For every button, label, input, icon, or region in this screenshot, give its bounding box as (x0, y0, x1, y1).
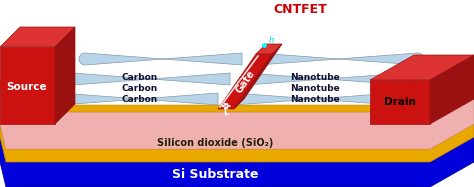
Polygon shape (0, 124, 474, 162)
Polygon shape (234, 44, 282, 109)
Polygon shape (370, 80, 430, 124)
Polygon shape (370, 55, 474, 80)
Polygon shape (430, 55, 474, 124)
Text: Si Substrate: Si Substrate (172, 168, 258, 180)
Text: Drain: Drain (384, 97, 416, 107)
Polygon shape (246, 73, 412, 85)
Text: Carbon: Carbon (122, 94, 158, 103)
Text: Source: Source (7, 82, 47, 92)
Polygon shape (0, 47, 55, 124)
Polygon shape (0, 27, 75, 47)
Polygon shape (55, 27, 75, 124)
Text: Nanotube: Nanotube (290, 94, 340, 103)
Text: Gate: Gate (234, 69, 256, 95)
Text: Nanotube: Nanotube (290, 73, 340, 82)
Text: Carbon: Carbon (122, 73, 158, 82)
Polygon shape (258, 53, 424, 65)
Polygon shape (0, 137, 474, 187)
Polygon shape (234, 93, 400, 105)
Polygon shape (55, 93, 218, 105)
Text: h: h (268, 36, 273, 45)
Text: Silicon dioxide (SiO₂): Silicon dioxide (SiO₂) (157, 138, 273, 148)
Text: Nanotube: Nanotube (290, 84, 340, 93)
Polygon shape (0, 87, 474, 149)
Text: Carbon: Carbon (122, 84, 158, 93)
Polygon shape (256, 44, 282, 54)
Polygon shape (0, 80, 474, 112)
Polygon shape (218, 54, 272, 109)
Text: L: L (223, 108, 228, 117)
Polygon shape (79, 53, 242, 65)
Text: CNTFET: CNTFET (273, 2, 327, 16)
Polygon shape (67, 73, 230, 85)
